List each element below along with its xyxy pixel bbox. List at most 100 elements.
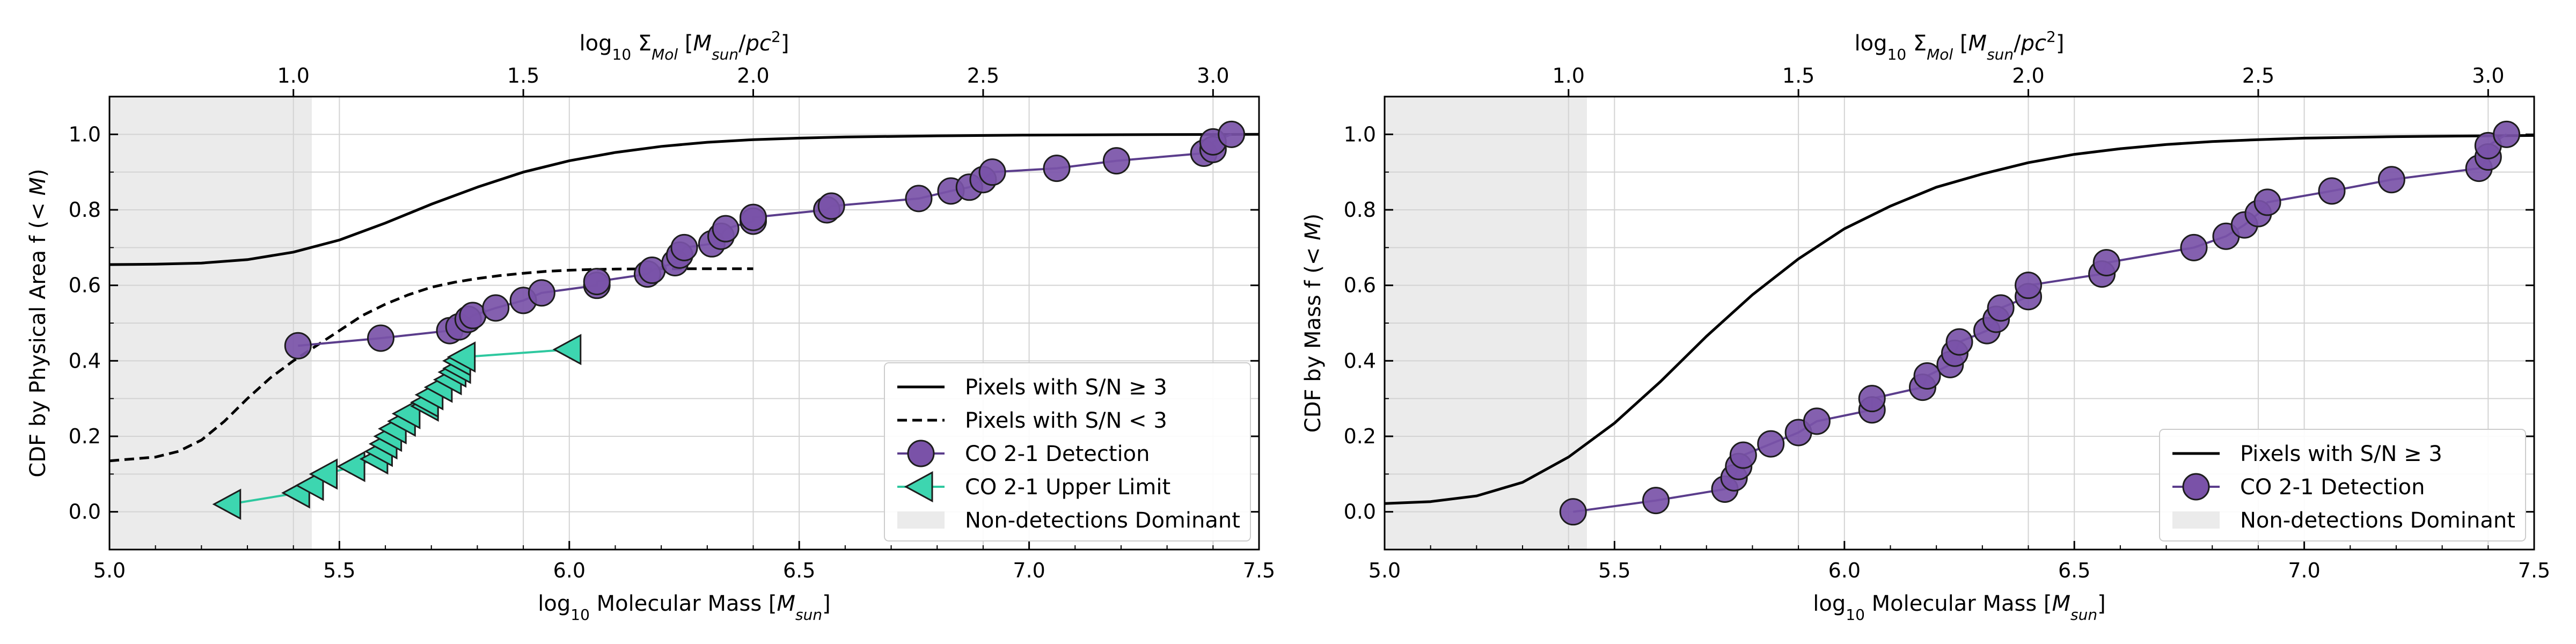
detection-marker xyxy=(2377,166,2405,194)
detection-marker xyxy=(1987,294,2015,322)
detection-marker xyxy=(638,257,666,284)
upper-limit-marker xyxy=(552,334,582,365)
detection-marker xyxy=(1913,362,1941,390)
x-tick-label: 6.0 xyxy=(553,559,586,582)
x-tick-label: 6.0 xyxy=(1828,559,1861,582)
x-tick-label: 5.0 xyxy=(93,559,126,582)
y-tick-label: 0.0 xyxy=(1344,500,1376,524)
upper-limit-marker xyxy=(212,488,241,520)
y-tick-label: 0.8 xyxy=(69,198,101,222)
top-tick-label: 1.5 xyxy=(507,64,539,87)
legend-marker xyxy=(904,471,933,503)
detection-marker xyxy=(1858,385,1886,413)
detection-marker xyxy=(1642,487,1670,515)
series-line-2 xyxy=(298,133,1232,347)
y-axis-label: CDF by Physical Area f (< M) xyxy=(26,169,50,477)
x-tick-label: 6.5 xyxy=(2058,559,2090,582)
detection-marker xyxy=(482,294,510,322)
legend-label: Non-detections Dominant xyxy=(965,508,1240,533)
detection-marker xyxy=(740,203,767,231)
detection-marker xyxy=(284,332,312,360)
legend-box xyxy=(2159,429,2526,541)
top-tick-label: 1.0 xyxy=(1553,64,1585,87)
series-line-0 xyxy=(1385,134,2534,505)
upper-limit-marker xyxy=(295,470,324,501)
x-tick-label: 6.5 xyxy=(783,559,815,582)
series-group xyxy=(1385,120,2534,526)
detection-marker xyxy=(712,215,740,243)
detection-marker xyxy=(528,279,555,307)
top-tick-label: 1.5 xyxy=(1782,64,1814,87)
detection-marker xyxy=(1803,407,1831,435)
legend-label: Non-detections Dominant xyxy=(2240,508,2515,533)
top-tick-label: 2.5 xyxy=(2242,64,2274,87)
top-axis-label: log10 ΣMol [Msun/pc2] xyxy=(580,28,789,63)
upper-limit-marker xyxy=(309,458,338,490)
panel-2: 5.0 5.5 6.0 6.5 7.0 7.5 0.0 0.2 0.4 0.6 0.8 1.0 1.0 1… xyxy=(1301,28,2550,624)
upper-limit-marker xyxy=(447,341,476,373)
detection-marker xyxy=(905,185,933,213)
top-tick-label: 2.0 xyxy=(737,64,769,87)
series-line-1 xyxy=(109,267,753,463)
legend-label: Pixels with S/N ≥ 3 xyxy=(965,375,1167,400)
y-tick-label: 1.0 xyxy=(69,122,101,146)
y-tick-label: 0.6 xyxy=(69,274,101,297)
detection-marker xyxy=(978,158,1006,186)
x-tick-label: 5.0 xyxy=(1368,559,1401,582)
detection-marker xyxy=(2253,188,2281,216)
detection-marker xyxy=(1757,430,1785,458)
detection-marker xyxy=(2318,177,2346,205)
legend-label: Pixels with S/N < 3 xyxy=(965,408,1167,433)
x-tick-label: 7.0 xyxy=(1013,559,1045,582)
y-tick-label: 0.2 xyxy=(1344,425,1376,448)
top-tick-label: 2.5 xyxy=(967,64,999,87)
top-tick-label: 2.0 xyxy=(2012,64,2044,87)
detection-marker xyxy=(2493,120,2521,148)
legend-label: Pixels with S/N ≥ 3 xyxy=(2240,442,2442,466)
legend: Pixels with S/N ≥ 3 Pixels with S/N < 3 CO… xyxy=(884,362,1251,541)
series-line-0 xyxy=(109,133,1259,266)
x-axis-label: log10 Molecular Mass [Msun] xyxy=(538,591,830,624)
top-tick-label: 3.0 xyxy=(2472,64,2504,87)
detection-marker xyxy=(2015,272,2043,299)
x-axis-label: log10 Molecular Mass [Msun] xyxy=(1813,591,2105,624)
top-axis-label: log10 ΣMol [Msun/pc2] xyxy=(1855,28,2065,63)
y-tick-label: 0.8 xyxy=(1344,198,1376,222)
panel-1: 5.0 5.5 6.0 6.5 7.0 7.5 0.0 0.2 0.4 0.6 0.8 1.0 1.0 1… xyxy=(26,28,1275,624)
detection-marker xyxy=(367,324,395,352)
x-tick-label: 5.5 xyxy=(323,559,355,582)
y-tick-label: 1.0 xyxy=(1344,122,1376,146)
legend-marker xyxy=(2182,473,2210,501)
legend-box xyxy=(884,362,1251,541)
detection-marker xyxy=(1729,441,1757,469)
y-tick-label: 0.2 xyxy=(69,425,101,448)
detection-marker xyxy=(2180,233,2208,261)
legend-patch xyxy=(897,511,945,529)
legend: Pixels with S/N ≥ 3 CO 2-1 Detection Non-d… xyxy=(2159,429,2526,541)
detection-marker xyxy=(1043,155,1071,182)
detection-marker xyxy=(1102,147,1130,175)
y-axis-label: CDF by Mass f (< M) xyxy=(1301,214,1326,433)
legend-label: CO 2-1 Detection xyxy=(2240,475,2425,500)
x-tick-label: 7.0 xyxy=(2288,559,2320,582)
y-tick-label: 0.4 xyxy=(69,349,101,372)
detection-marker xyxy=(459,302,487,330)
series-group xyxy=(109,120,1259,520)
detection-marker xyxy=(670,233,698,261)
upper-limit-marker xyxy=(336,451,365,482)
detection-marker xyxy=(1218,120,1246,148)
legend-marker xyxy=(907,440,935,467)
legend-label: CO 2-1 Upper Limit xyxy=(965,475,1170,500)
x-tick-label: 5.5 xyxy=(1598,559,1630,582)
legend-patch xyxy=(2172,511,2220,529)
detection-marker xyxy=(817,192,845,220)
x-tick-label: 7.5 xyxy=(2518,559,2550,582)
y-tick-label: 0.4 xyxy=(1344,349,1376,372)
detection-marker xyxy=(1559,498,1587,526)
detection-marker xyxy=(2092,248,2120,276)
top-tick-label: 1.0 xyxy=(277,64,310,87)
y-tick-label: 0.0 xyxy=(69,500,101,524)
legend-label: CO 2-1 Detection xyxy=(965,442,1150,466)
detection-marker xyxy=(1945,328,1973,356)
